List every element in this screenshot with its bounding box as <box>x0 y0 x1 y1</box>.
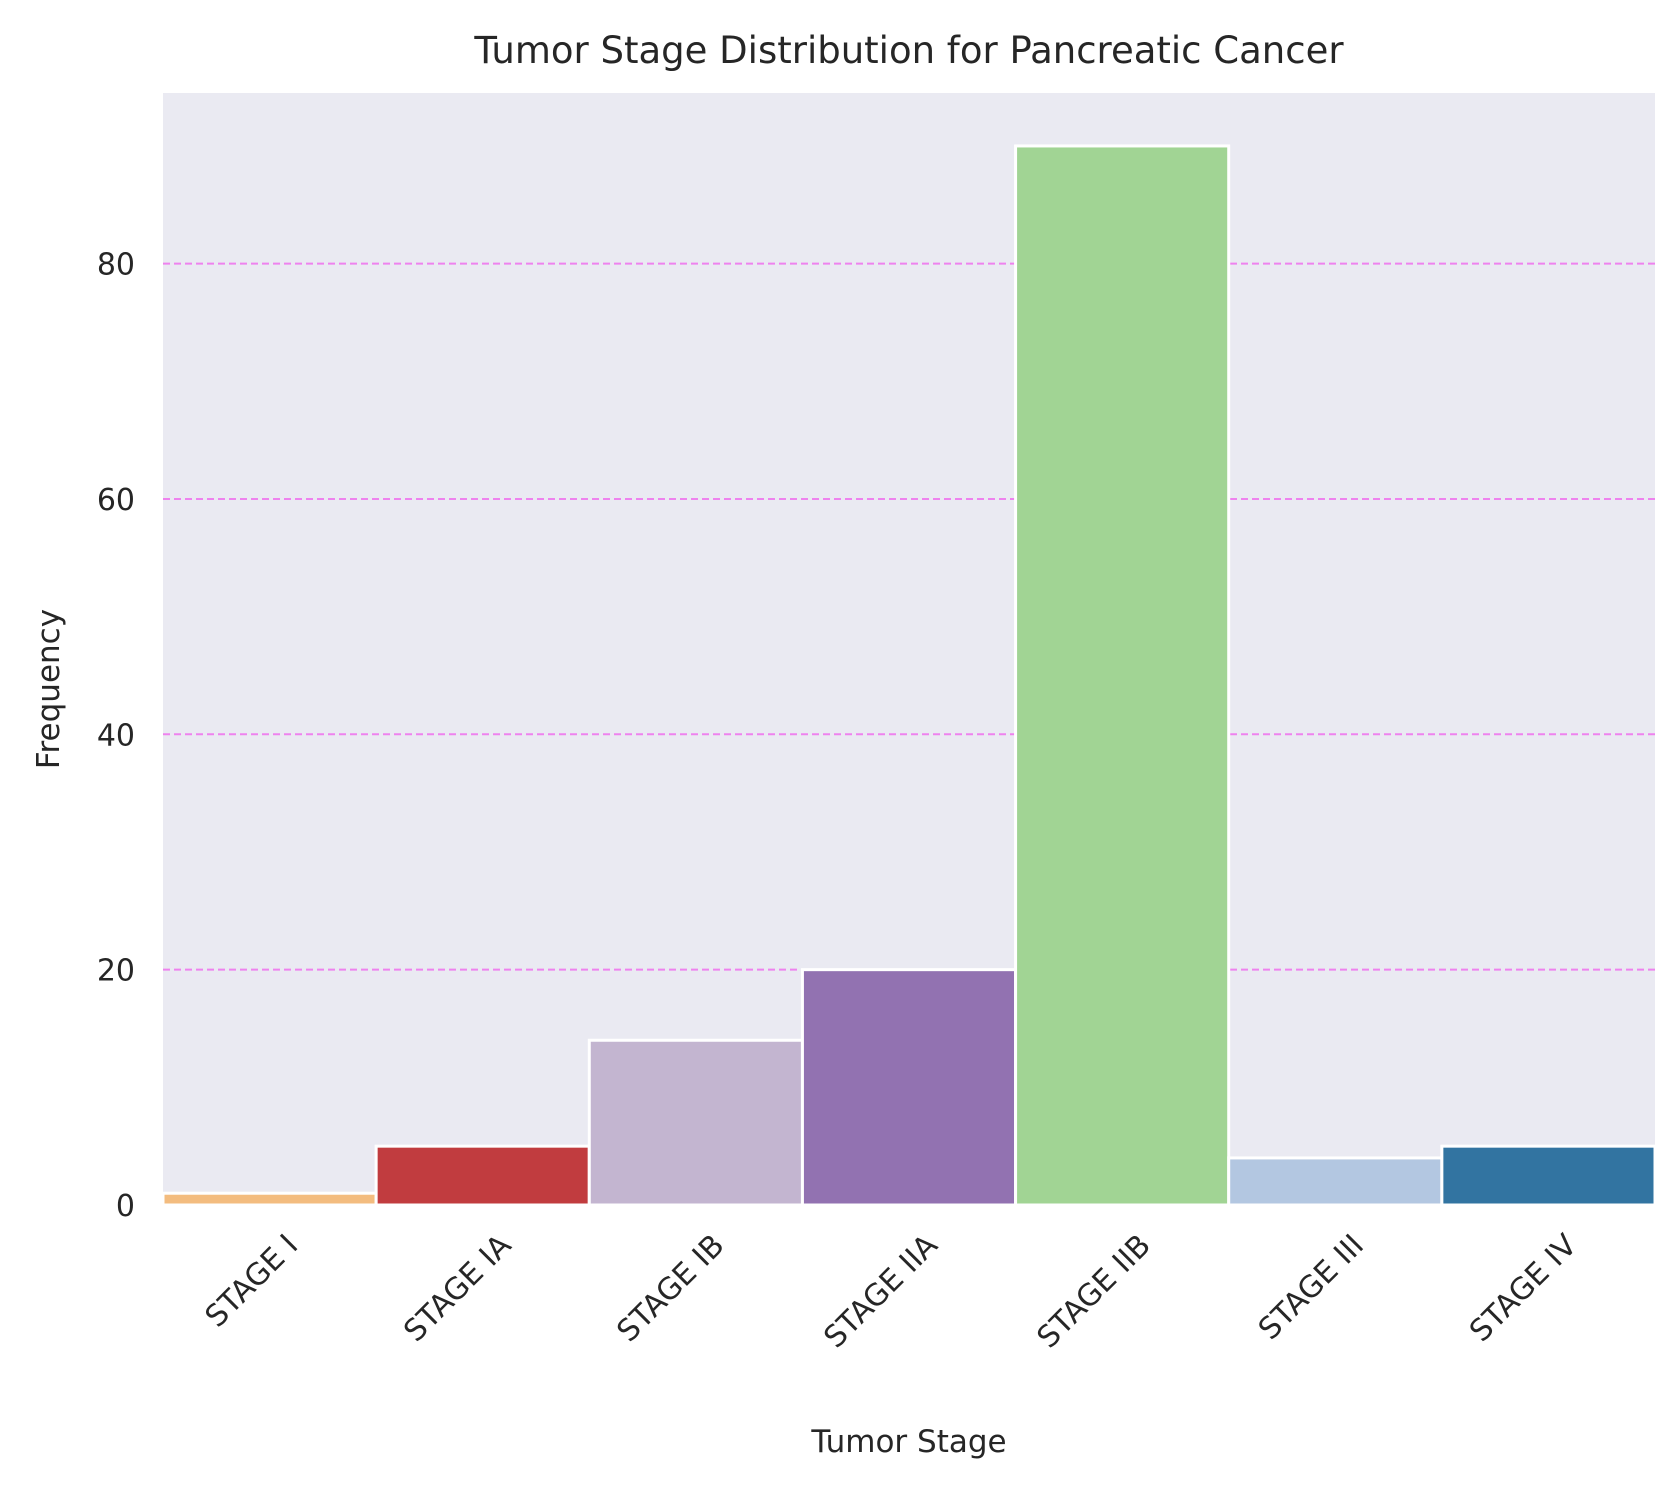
bars <box>161 144 1657 1207</box>
y-axis-label: Frequency <box>31 609 67 769</box>
y-tick-label: 60 <box>97 483 135 518</box>
bar <box>1014 144 1231 1207</box>
grid-lines <box>163 262 1655 971</box>
x-tick-label: STAGE IIA <box>817 1228 945 1356</box>
y-axis-ticks: 0 20 40 60 80 <box>97 248 135 1224</box>
chart-title: Tumor Stage Distribution for Pancreatic … <box>473 29 1344 72</box>
x-tick-label: STAGE III <box>1252 1228 1371 1347</box>
x-tick-label: STAGE IV <box>1463 1228 1584 1349</box>
bar <box>587 1038 804 1207</box>
bar <box>1440 1144 1657 1207</box>
y-tick-label: 0 <box>116 1189 135 1224</box>
bar <box>800 968 1018 1207</box>
y-tick-label: 20 <box>97 954 135 989</box>
x-tick-label: STAGE IIB <box>1030 1228 1157 1355</box>
x-tick-label: STAGE IA <box>397 1228 518 1349</box>
bar <box>161 1191 378 1207</box>
y-tick-label: 40 <box>97 718 135 753</box>
bar <box>1227 1156 1444 1207</box>
x-axis-label: Tumor Stage <box>810 1424 1006 1460</box>
x-tick-label: STAGE IB <box>610 1228 731 1349</box>
bar <box>374 1144 591 1207</box>
x-tick-label: STAGE I <box>199 1228 306 1335</box>
y-tick-label: 80 <box>97 248 135 283</box>
x-axis-ticks: STAGE I STAGE IA STAGE IB STAGE IIA STAGE II… <box>199 1228 1585 1356</box>
